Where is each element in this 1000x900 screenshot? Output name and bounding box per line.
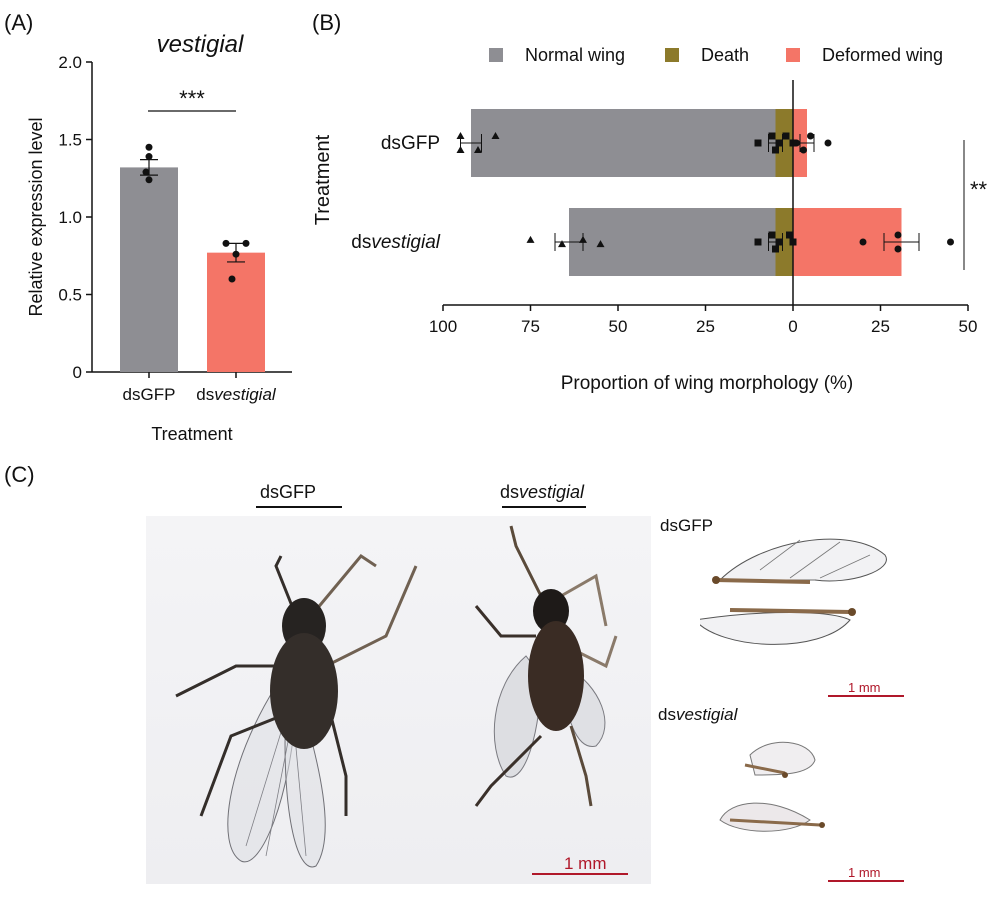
chart-a-xtick-label: dsvestigial bbox=[196, 385, 277, 404]
chart-b-legend-label: Deformed wing bbox=[822, 45, 943, 65]
photo-label-underline-left bbox=[256, 506, 342, 508]
chart-b-legend-label: Death bbox=[701, 45, 749, 65]
chart-b-point-deformed bbox=[824, 139, 832, 147]
chart-b-point-deformed bbox=[859, 238, 867, 246]
chart-a-expression: vestigial 0 0.5 1.0 1.5 2.0 Relative expressio… bbox=[26, 31, 292, 444]
chart-b-xtick-label: 75 bbox=[521, 317, 540, 336]
aphid-photo: 1 mm bbox=[146, 516, 651, 884]
chart-b-bar-normal bbox=[471, 109, 793, 177]
chart-a-ylabel: Relative expression level bbox=[26, 117, 46, 316]
chart-a-point bbox=[222, 239, 230, 247]
chart-b-point-normal bbox=[474, 146, 482, 153]
chart-b-legend-swatch bbox=[489, 48, 503, 62]
photo-label-dsgfp: dsGFP bbox=[260, 482, 317, 502]
chart-b-xtick-label: 50 bbox=[609, 317, 628, 336]
panel-a-label: (A) bbox=[4, 10, 34, 35]
photo-label-dsvestigial: dsvestigial bbox=[500, 482, 585, 502]
chart-b-point-death bbox=[786, 231, 793, 239]
chart-b-xtick-label: 0 bbox=[788, 317, 797, 336]
panel-b-label: (B) bbox=[312, 10, 342, 35]
chart-b-ylabel: Treatment bbox=[312, 134, 334, 225]
scale-bar-wing-bottom bbox=[828, 880, 904, 882]
chart-b-point-normal bbox=[456, 132, 465, 139]
chart-b-xlabel: Proportion of wing morphology (%) bbox=[561, 373, 854, 394]
chart-b-point-deformed bbox=[894, 231, 902, 239]
chart-b-xtick-label: 100 bbox=[429, 317, 457, 336]
wing-illustration-dsgfp bbox=[700, 538, 887, 645]
chart-a-ytick-label: 0.5 bbox=[58, 286, 82, 305]
chart-b-point-normal bbox=[596, 240, 605, 248]
chart-b-point-death bbox=[775, 139, 783, 147]
chart-b-xtick-label: 25 bbox=[871, 317, 890, 336]
chart-b-bar-deformed bbox=[793, 208, 902, 276]
dsvestigial-aphid bbox=[474, 525, 618, 807]
chart-b-bar-death bbox=[775, 109, 793, 177]
chart-b-point-death bbox=[768, 231, 776, 239]
chart-b-point-death bbox=[754, 139, 762, 147]
chart-a-xlabel: Treatment bbox=[151, 424, 232, 444]
scale-label-wing-bottom: 1 mm bbox=[848, 865, 881, 880]
scale-bar-wing-top bbox=[828, 695, 904, 697]
chart-a-point bbox=[142, 168, 150, 176]
chart-a-significance: *** bbox=[179, 86, 205, 111]
dsgfp-aphid bbox=[175, 554, 418, 868]
wing-label-dsvestigial: dsvestigial bbox=[658, 705, 738, 724]
chart-b-significance: ** bbox=[970, 177, 988, 202]
chart-b-legend-swatch bbox=[786, 48, 800, 62]
chart-b-point-death bbox=[768, 132, 776, 140]
chart-b-xtick-label: 50 bbox=[959, 317, 978, 336]
chart-b-point-normal bbox=[491, 132, 500, 139]
panel-c-label: (C) bbox=[4, 462, 35, 487]
chart-b-point-normal bbox=[558, 240, 566, 248]
chart-b-point-normal bbox=[526, 235, 535, 243]
chart-a-point bbox=[145, 143, 153, 151]
chart-a-point bbox=[145, 153, 153, 161]
chart-b-category-label: dsGFP bbox=[381, 133, 440, 154]
chart-b-point-death bbox=[775, 238, 783, 246]
chart-b-point-normal bbox=[456, 146, 465, 153]
photo-label-underline-right bbox=[502, 506, 586, 508]
scale-label-main: 1 mm bbox=[564, 854, 607, 873]
chart-b-wing-morphology: Normal wing Death Deformed wing dsGFP dsvest… bbox=[312, 45, 988, 394]
wing-label-dsgfp: dsGFP bbox=[660, 516, 713, 535]
chart-a-point bbox=[145, 176, 153, 184]
chart-b-point-death bbox=[772, 245, 779, 253]
chart-b-point-deformed bbox=[947, 238, 954, 246]
chart-b-point-deformed bbox=[800, 146, 807, 154]
chart-b-point-deformed bbox=[807, 132, 814, 140]
chart-a-point bbox=[232, 250, 240, 258]
wing-illustration-dsvestigial bbox=[719, 741, 825, 832]
chart-b-point-deformed bbox=[894, 245, 902, 253]
aphid-illustration bbox=[175, 525, 618, 868]
chart-b-legend-label: Normal wing bbox=[525, 45, 625, 65]
chart-a-bar bbox=[207, 252, 265, 372]
chart-b-point-death bbox=[782, 132, 790, 140]
chart-b-bar-death bbox=[775, 208, 793, 276]
chart-a-xtick-label: dsGFP bbox=[123, 385, 176, 404]
chart-b-point-normal bbox=[579, 235, 587, 243]
chart-b-point-death bbox=[772, 146, 779, 154]
chart-a-bar bbox=[120, 167, 178, 372]
chart-a-point bbox=[228, 275, 236, 283]
chart-b-xtick-label: 25 bbox=[696, 317, 715, 336]
scale-label-wing-top: 1 mm bbox=[848, 680, 881, 695]
chart-a-ytick-label: 0 bbox=[73, 363, 82, 382]
scale-bar-main bbox=[532, 873, 628, 875]
chart-b-legend-swatch bbox=[665, 48, 679, 62]
chart-a-point bbox=[242, 239, 250, 247]
chart-a-ytick-label: 1.0 bbox=[58, 208, 82, 227]
chart-a-ytick-label: 1.5 bbox=[58, 131, 82, 150]
chart-a-title: vestigial bbox=[157, 31, 244, 58]
chart-a-ytick-label: 2.0 bbox=[58, 53, 82, 72]
chart-b-point-death bbox=[754, 238, 762, 246]
chart-b-category-label: dsvestigial bbox=[351, 232, 441, 253]
